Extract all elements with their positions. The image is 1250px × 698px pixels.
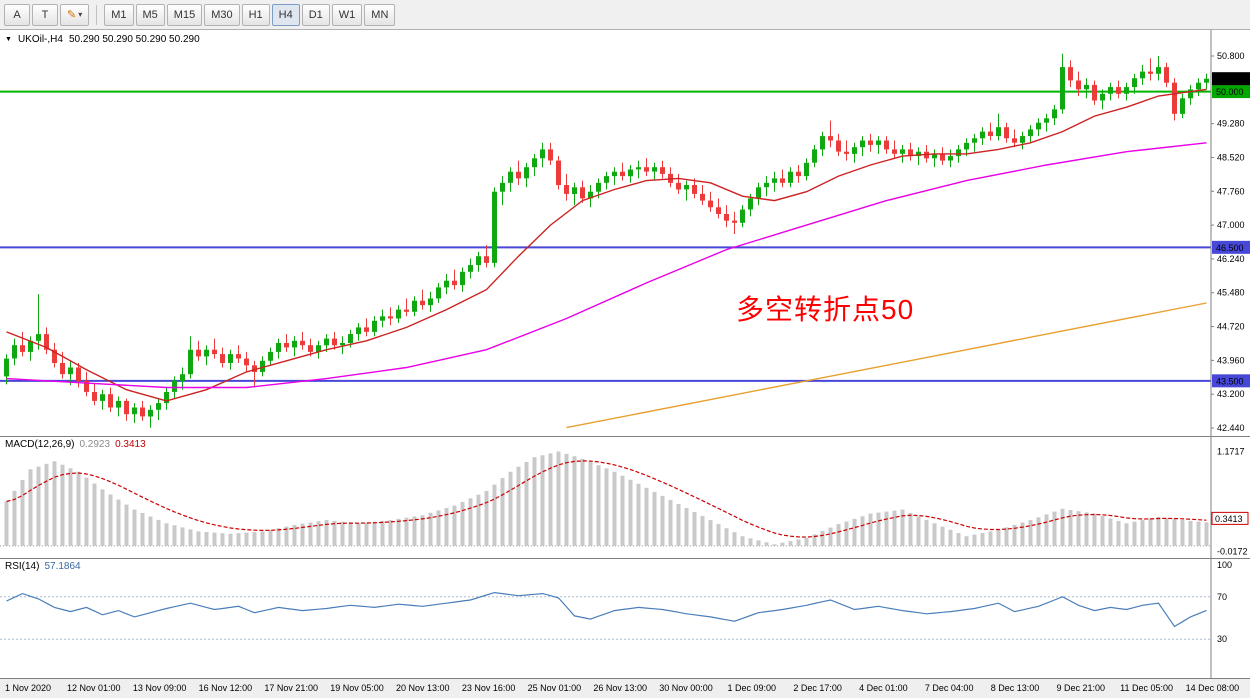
text-tool-button[interactable]: T: [32, 3, 58, 26]
rsi-svg: 100 70 30: [0, 559, 1232, 678]
time-axis-label: 26 Nov 13:00: [593, 683, 647, 693]
horizontal-level-lines[interactable]: [0, 90, 1211, 382]
time-axis-label: 7 Dec 04:00: [924, 683, 974, 693]
svg-text:100: 100: [1217, 560, 1232, 570]
svg-text:49.280: 49.280: [1217, 119, 1245, 129]
ma-mid-magenta: [6, 142, 1207, 389]
color-picker-button[interactable]: ✎ ▾: [60, 3, 90, 26]
timeframe-button-h4[interactable]: H4: [271, 3, 300, 26]
rsi-value: 57.1864: [44, 561, 81, 572]
timeframe-button-m15[interactable]: M15: [166, 3, 203, 26]
time-axis-label: 20 Nov 13:00: [396, 683, 450, 693]
chevron-down-icon: ▾: [78, 10, 83, 19]
time-axis-label: 12 Nov 01:00: [67, 683, 121, 693]
timeframe-button-h1[interactable]: H1: [241, 3, 270, 26]
macd-title: MACD(12,26,9): [5, 439, 75, 450]
time-axis-label: 16 Nov 12:00: [198, 683, 253, 693]
cursor-tool-button[interactable]: A: [4, 3, 30, 26]
time-axis-label: 11 Dec 05:00: [1120, 683, 1174, 693]
macd-histogram: [4, 451, 1209, 546]
time-axis-label: 19 Nov 05:00: [330, 683, 384, 693]
crayon-icon: ✎: [67, 9, 77, 21]
svg-text:43.500: 43.500: [1216, 376, 1244, 386]
main-toolbar: A T ✎ ▾ M1 M5 M15 M30 H1 H4 D1 W1 MN: [0, 0, 1250, 30]
time-axis-label: 14 Dec 08:00: [1185, 683, 1240, 693]
price-chart-svg: 50.800 49.280 48.520 47.760 47.000 46.240 45.4…: [0, 30, 1250, 436]
ohlc-values: 50.290 50.290 50.290 50.290: [68, 34, 200, 45]
time-axis-label: 4 Dec 01:00: [859, 683, 908, 693]
svg-text:70: 70: [1217, 592, 1227, 602]
svg-text:30: 30: [1217, 634, 1227, 644]
timeframe-button-d1[interactable]: D1: [301, 3, 330, 26]
rsi-label: RSI(14) 57.1864: [5, 561, 81, 572]
ma-fast-red: [6, 88, 1207, 402]
timeframe-button-w1[interactable]: W1: [331, 3, 363, 26]
svg-text:48.520: 48.520: [1217, 152, 1245, 162]
timeframe-button-m30[interactable]: M30: [204, 3, 240, 26]
time-axis-label: 13 Nov 09:00: [132, 683, 187, 693]
rsi-title: RSI(14): [5, 561, 40, 572]
time-axis-label: 30 Nov 00:00: [659, 683, 713, 693]
price-axis-labels: 50.800 49.280 48.520 47.760 47.000 46.240 45.4…: [1211, 51, 1250, 433]
svg-text:50.800: 50.800: [1217, 51, 1245, 61]
symbol-timeframe-label: UKOil-,H4: [17, 34, 63, 45]
time-axis[interactable]: 1 Nov 2020 12 Nov 01:00 13 Nov 09:00 16 Nov…: [0, 678, 1250, 698]
timeframe-button-mn[interactable]: MN: [364, 3, 396, 26]
macd-value: 0.2923: [79, 439, 111, 450]
svg-text:47.760: 47.760: [1217, 186, 1245, 196]
svg-text:46.500: 46.500: [1216, 243, 1244, 253]
price-chart-panel[interactable]: 50.800 49.280 48.520 47.760 47.000 46.240 45.4…: [0, 30, 1250, 436]
svg-text:-0.0172: -0.0172: [1217, 546, 1248, 556]
time-axis-label: 17 Nov 21:00: [264, 683, 318, 693]
time-axis-label: 25 Nov 01:00: [527, 683, 582, 693]
candlesticks: [4, 53, 1209, 428]
rsi-line: [6, 591, 1207, 628]
ma-slow-orange: [566, 302, 1207, 429]
time-axis-label: 23 Nov 16:00: [461, 683, 516, 693]
svg-text:0.3413: 0.3413: [1215, 514, 1243, 524]
time-axis-label: 8 Dec 13:00: [990, 683, 1040, 693]
time-axis-label: 1 Nov 2020: [4, 683, 52, 693]
chart-annotation-text: 多空转折点50: [736, 294, 915, 325]
svg-text:43.960: 43.960: [1217, 355, 1245, 365]
collapse-triangle-icon[interactable]: ▼: [5, 36, 12, 43]
time-axis-label: 1 Dec 09:00: [727, 683, 777, 693]
timeframe-button-m1[interactable]: M1: [104, 3, 134, 26]
macd-signal-line: [6, 460, 1207, 538]
macd-panel[interactable]: 1.1717 -0.0172 0.3413 MACD(12,26,9) 0.2923…: [0, 436, 1250, 558]
time-axis-label: 9 Dec 21:00: [1056, 683, 1106, 693]
svg-text:1.1717: 1.1717: [1217, 446, 1245, 456]
macd-signal-value: 0.3413: [115, 439, 146, 450]
svg-text:43.200: 43.200: [1217, 389, 1245, 399]
macd-svg: 1.1717 -0.0172 0.3413: [0, 437, 1249, 558]
moving-average-lines: [6, 88, 1207, 429]
svg-text:45.480: 45.480: [1217, 288, 1245, 298]
chart-title: ▼ UKOil-,H4 50.290 50.290 50.290 50.290: [5, 34, 200, 45]
toolbar-separator: [96, 4, 98, 25]
time-axis-label: 2 Dec 17:00: [793, 683, 842, 693]
timeframe-button-m5[interactable]: M5: [135, 3, 165, 26]
svg-text:47.000: 47.000: [1217, 220, 1245, 230]
svg-text:50.000: 50.000: [1216, 87, 1244, 97]
rsi-panel[interactable]: 100 70 30 RSI(14) 57.1864: [0, 558, 1250, 678]
macd-label: MACD(12,26,9) 0.2923 0.3413: [5, 439, 146, 450]
svg-text:44.720: 44.720: [1217, 322, 1245, 332]
svg-text:42.440: 42.440: [1217, 423, 1245, 433]
svg-text:50.290: 50.290: [1216, 74, 1244, 84]
svg-text:46.240: 46.240: [1217, 254, 1245, 264]
